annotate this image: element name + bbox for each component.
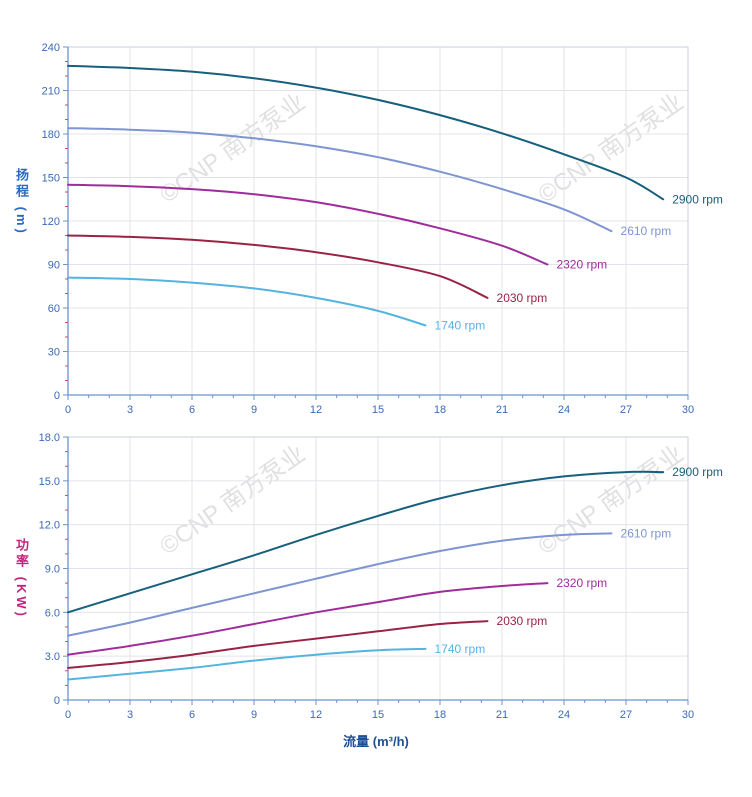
x-tick-label: 12 — [310, 404, 322, 416]
curve-2320-rpm — [67, 183, 549, 266]
x-tick-label: 30 — [682, 404, 694, 416]
y-tick-label: 210 — [42, 86, 60, 98]
x-tick-label: 9 — [251, 404, 257, 416]
series-label-1740-rpm: 1740 rpm — [435, 642, 486, 656]
series-label-2900-rpm: 2900 rpm — [672, 192, 723, 206]
x-tick-label: 18 — [434, 709, 446, 721]
curve-2030-rpm — [67, 234, 489, 299]
series-label-2320-rpm: 2320 rpm — [556, 258, 607, 272]
flow-axis-title: 流量 (m³/h) — [343, 734, 409, 749]
power-axis-title: 功率 (KW) — [14, 538, 29, 619]
y-tick-label: 0 — [54, 390, 60, 402]
x-tick-label: 6 — [189, 709, 195, 721]
watermark-text: ©CNP 南方泵业 — [155, 440, 310, 560]
x-tick-label: 9 — [251, 709, 257, 721]
x-tick-label: 15 — [372, 709, 384, 721]
y-tick-label: 180 — [42, 129, 60, 141]
y-tick-label: 150 — [42, 173, 60, 185]
curve-2320-rpm — [67, 582, 549, 656]
x-tick-label: 21 — [496, 404, 508, 416]
y-tick-label: 0 — [54, 695, 60, 707]
y-tick-label: 60 — [48, 303, 60, 315]
y-tick-label: 15.0 — [39, 476, 60, 488]
x-tick-label: 24 — [558, 404, 570, 416]
y-tick-label: 30 — [48, 347, 60, 359]
y-tick-label: 12.0 — [39, 520, 60, 532]
x-tick-label: 3 — [127, 709, 133, 721]
y-tick-label: 90 — [48, 260, 60, 272]
series-label-2030-rpm: 2030 rpm — [497, 614, 548, 628]
curve-2900-rpm — [67, 64, 665, 201]
watermark-text: ©CNP 南方泵业 — [533, 440, 688, 560]
x-tick-label: 0 — [65, 709, 71, 721]
curve-2610-rpm — [67, 532, 613, 637]
series-label-2900-rpm: 2900 rpm — [672, 465, 723, 479]
x-tick-label: 21 — [496, 709, 508, 721]
watermark-text: ©CNP 南方泵业 — [533, 89, 688, 209]
y-tick-label: 18.0 — [39, 432, 60, 444]
x-tick-label: 0 — [65, 404, 71, 416]
x-tick-label: 15 — [372, 404, 384, 416]
y-tick-label: 9.0 — [45, 564, 60, 576]
power-chart-canvas: ©CNP 南方泵业 ©CNP 南方泵业 0 3 6 9 12 15 18 21 24 27 30 0 3.0… — [39, 432, 723, 721]
y-tick-label: 240 — [42, 42, 60, 54]
series-label-1740-rpm: 1740 rpm — [435, 318, 486, 332]
curve-1740-rpm — [67, 647, 427, 681]
x-tick-label: 3 — [127, 404, 133, 416]
x-tick-label: 6 — [189, 404, 195, 416]
head-axis-title: 扬程 (m) — [14, 168, 29, 236]
curve-2900-rpm — [67, 470, 665, 614]
x-tick-label: 27 — [620, 404, 632, 416]
curve-1740-rpm — [67, 276, 427, 327]
curve-2610-rpm — [67, 127, 613, 233]
x-tick-label: 18 — [434, 404, 446, 416]
x-tick-label: 27 — [620, 709, 632, 721]
watermark-text: ©CNP 南方泵业 — [155, 89, 310, 209]
x-tick-label: 12 — [310, 709, 322, 721]
x-tick-label: 24 — [558, 709, 570, 721]
y-tick-label: 3.0 — [45, 651, 60, 663]
y-tick-label: 6.0 — [45, 607, 60, 619]
series-label-2610-rpm: 2610 rpm — [621, 224, 672, 238]
head-chart-canvas: ©CNP 南方泵业 ©CNP 南方泵业 0 3 6 9 12 15 18 21 24 27 30 0 30 6… — [42, 42, 723, 416]
curve-2030-rpm — [67, 620, 489, 669]
series-label-2610-rpm: 2610 rpm — [621, 526, 672, 540]
series-label-2320-rpm: 2320 rpm — [556, 576, 607, 590]
x-tick-label: 30 — [682, 709, 694, 721]
y-tick-label: 120 — [42, 216, 60, 228]
series-label-2030-rpm: 2030 rpm — [497, 291, 548, 305]
